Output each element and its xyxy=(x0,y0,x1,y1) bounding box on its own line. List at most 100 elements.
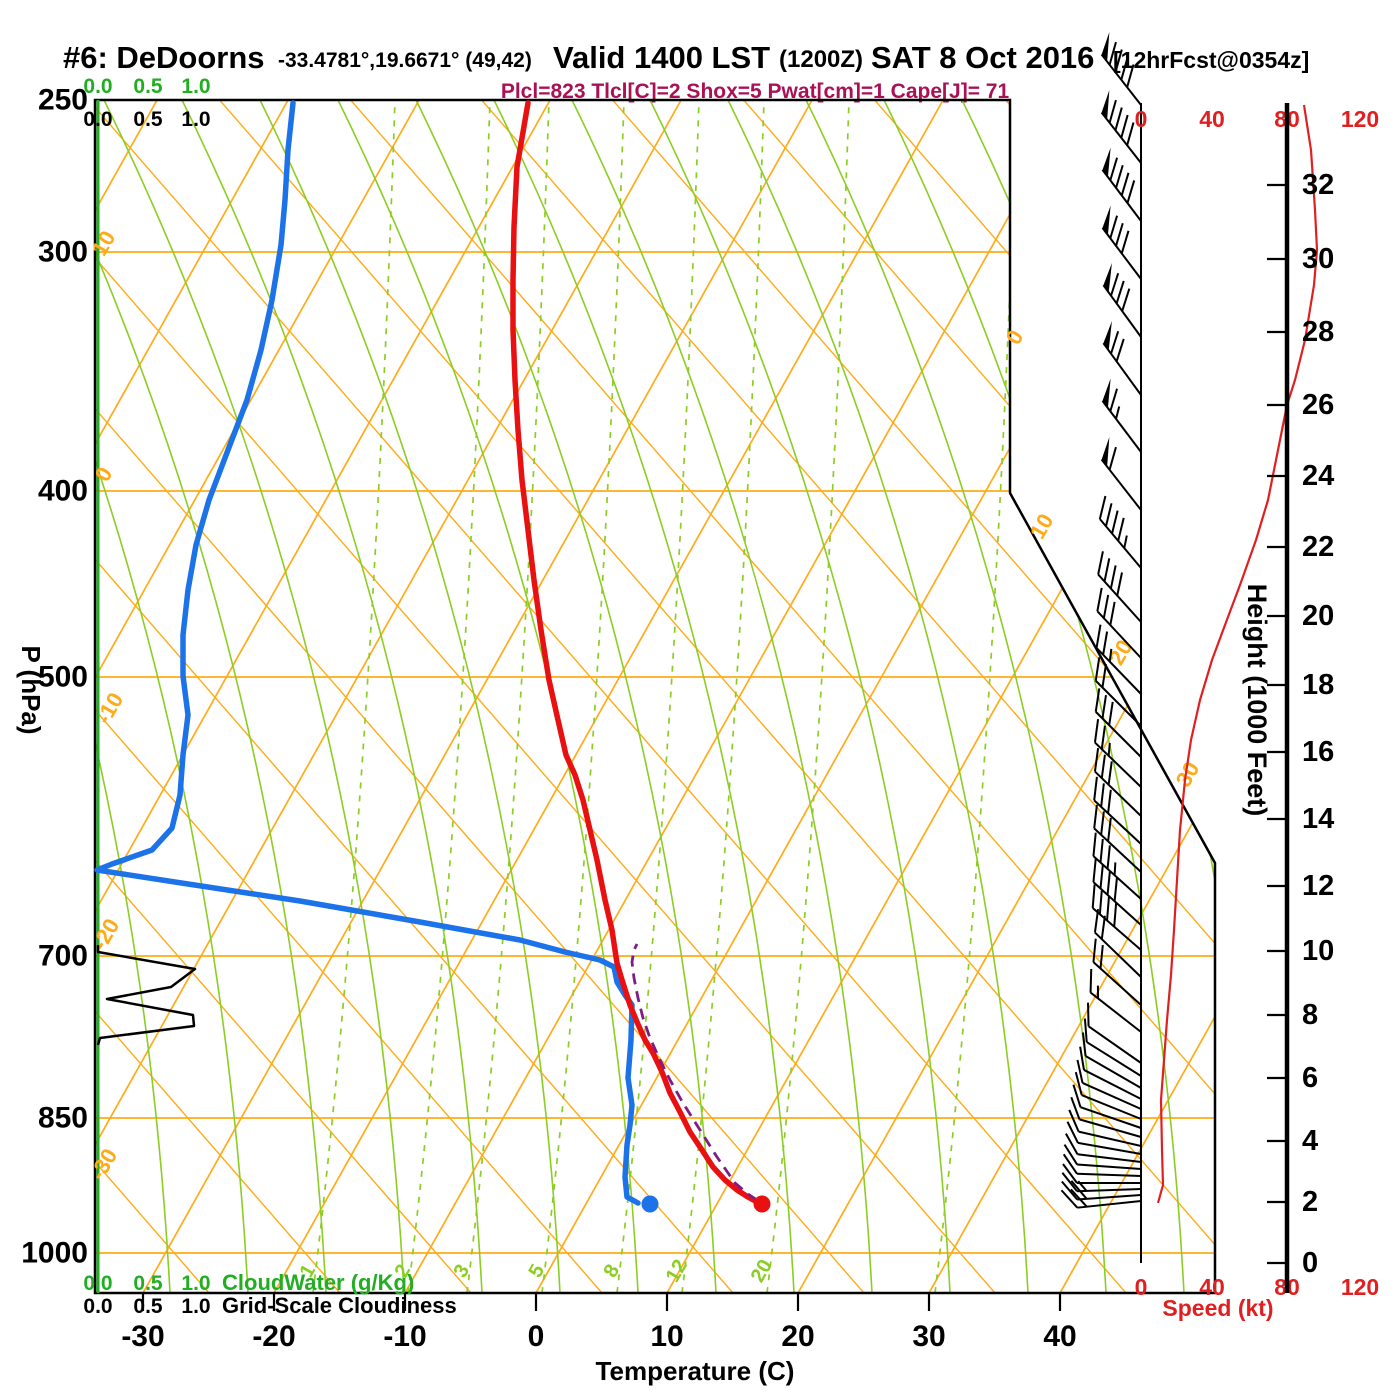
wind-barb xyxy=(1062,1153,1142,1177)
wind-barb-feather xyxy=(1100,915,1106,940)
wind-barb-feather xyxy=(1074,1071,1083,1096)
wind-barb-feather xyxy=(1092,858,1097,883)
wind-barb xyxy=(1100,437,1142,511)
wind-barb-feather xyxy=(1066,1121,1079,1144)
wind-barb-feather xyxy=(1093,748,1100,772)
wind-barb-staff xyxy=(1089,991,1142,1033)
wind-barb-feather xyxy=(1109,157,1119,181)
wind-barb-feather xyxy=(1109,388,1119,412)
wind-barb-feather xyxy=(1081,1032,1087,1057)
moist-adiabat-line xyxy=(337,100,639,1293)
isotherm-value-label: 0 xyxy=(1001,326,1029,349)
wind-barb-feather xyxy=(1062,1163,1078,1184)
wind-barb-feather xyxy=(1104,503,1113,527)
height-tick-label: 8 xyxy=(1302,999,1318,1031)
moist-adiabat-line xyxy=(883,100,1185,1293)
wind-barb xyxy=(1074,1071,1142,1120)
wind-barb-staff xyxy=(1077,1172,1142,1177)
height-tick-label: 14 xyxy=(1302,803,1334,835)
wind-barb xyxy=(1092,858,1142,926)
wind-barb-feather xyxy=(1095,624,1102,649)
wind-barb-feather xyxy=(1108,701,1114,726)
wind-barb-feather xyxy=(1101,694,1107,719)
wind-barb-feather xyxy=(1093,909,1100,933)
height-tick-label: 2 xyxy=(1302,1186,1318,1218)
sounding-indices-line: Plcl=823 Tlcl[C]=2 Shox=5 Pwat[cm]=1 Cap… xyxy=(500,80,1010,103)
isotherm-line xyxy=(95,100,551,1293)
wind-barb-staff xyxy=(1092,881,1142,926)
wind-barb xyxy=(1094,688,1142,758)
wind-barb xyxy=(1072,1084,1142,1129)
wind-barb-feather xyxy=(1060,1189,1079,1209)
wind-barb xyxy=(1093,719,1142,788)
wind-barb-feather xyxy=(1093,804,1098,829)
wind-barb-staff xyxy=(1100,53,1142,106)
wind-barb-feather xyxy=(1100,811,1105,835)
wind-barb-pennant xyxy=(1101,437,1110,467)
wind-barb-staff xyxy=(1100,111,1142,164)
dewpoint-profile xyxy=(94,100,641,1206)
wind-barb xyxy=(1061,1180,1142,1201)
wind-barb xyxy=(1070,1096,1142,1138)
mixing-ratio-line xyxy=(541,100,625,1293)
wind-barb-feather xyxy=(1076,1059,1084,1084)
height-tick-label: 30 xyxy=(1302,243,1334,275)
wind-barb-staff xyxy=(1079,1118,1142,1138)
wind-barb-pennant xyxy=(1102,378,1111,409)
wind-barb-feather xyxy=(1093,776,1098,801)
mixing-ratio-line xyxy=(466,100,550,1293)
speed-tick-label-bottom: 0 xyxy=(1135,1274,1148,1300)
wind-barb-feather xyxy=(1099,864,1104,889)
wind-barb xyxy=(1083,1018,1142,1077)
wind-barb-feather xyxy=(1120,230,1130,254)
wind-barb-staff xyxy=(1101,169,1142,222)
wind-barb xyxy=(1093,804,1142,873)
moist-adiabat-line xyxy=(181,100,483,1293)
wind-barb-feather xyxy=(1109,601,1116,626)
pressure-tick-label: 500 xyxy=(38,661,88,694)
wind-barb xyxy=(1092,938,1142,1006)
dry-adiabat-line xyxy=(219,100,1215,1293)
wind-barb-staff xyxy=(1096,610,1142,659)
zulu-time-label: (1200Z) xyxy=(779,46,864,73)
wind-barb-pennant xyxy=(1103,262,1112,293)
wind-barb xyxy=(1079,1046,1142,1100)
isotherm-line xyxy=(95,100,682,1293)
speed-tick-label-bottom: 120 xyxy=(1341,1274,1379,1300)
wind-barb-half-feather xyxy=(1096,985,1100,999)
wind-barb xyxy=(1061,1172,1142,1193)
wind-barb xyxy=(1094,657,1142,727)
surface-dewpoint-dot xyxy=(641,1195,659,1213)
wind-barb-staff xyxy=(1082,1082,1142,1110)
speed-tick-label-top: 0 xyxy=(1135,106,1148,132)
wind-barb-staff xyxy=(1102,342,1142,396)
wind-barb-feather xyxy=(1107,817,1112,842)
wind-barb-feather xyxy=(1061,1172,1078,1192)
wind-barb-feather xyxy=(1092,938,1097,963)
wind-barb xyxy=(1068,1109,1142,1147)
wind-barb-feather xyxy=(1115,338,1125,362)
cloudwater-scale-bottom-green: 1.0 xyxy=(181,1272,210,1295)
wind-barb-half-feather xyxy=(1077,1180,1088,1192)
wind-barb-half-feather xyxy=(1113,862,1117,876)
mixing-ratio-line xyxy=(766,100,850,1293)
moist-adiabat-line xyxy=(493,100,795,1293)
isotherm-line xyxy=(95,100,420,1293)
wind-barb-feather xyxy=(1096,587,1103,612)
wind-barb-feather xyxy=(1115,164,1124,189)
wind-barb-feather xyxy=(1100,783,1105,807)
isotherm-line xyxy=(404,100,1075,1293)
wind-barb-feather xyxy=(1109,565,1117,589)
wind-barb xyxy=(1062,1163,1141,1184)
wind-barb xyxy=(1102,320,1142,396)
wind-barb-staff xyxy=(1100,458,1142,511)
wind-barb-feather xyxy=(1116,572,1123,596)
wind-barb-staff xyxy=(1077,1163,1142,1170)
height-tick-label: 22 xyxy=(1302,531,1334,563)
wind-barb xyxy=(1096,587,1142,659)
wind-barb-half-feather xyxy=(1115,406,1121,420)
wind-barb-feather xyxy=(1093,719,1100,743)
temperature-tick-label: 40 xyxy=(1043,1320,1076,1353)
wind-barb xyxy=(1095,624,1142,695)
wind-barb-feather xyxy=(1101,663,1107,688)
